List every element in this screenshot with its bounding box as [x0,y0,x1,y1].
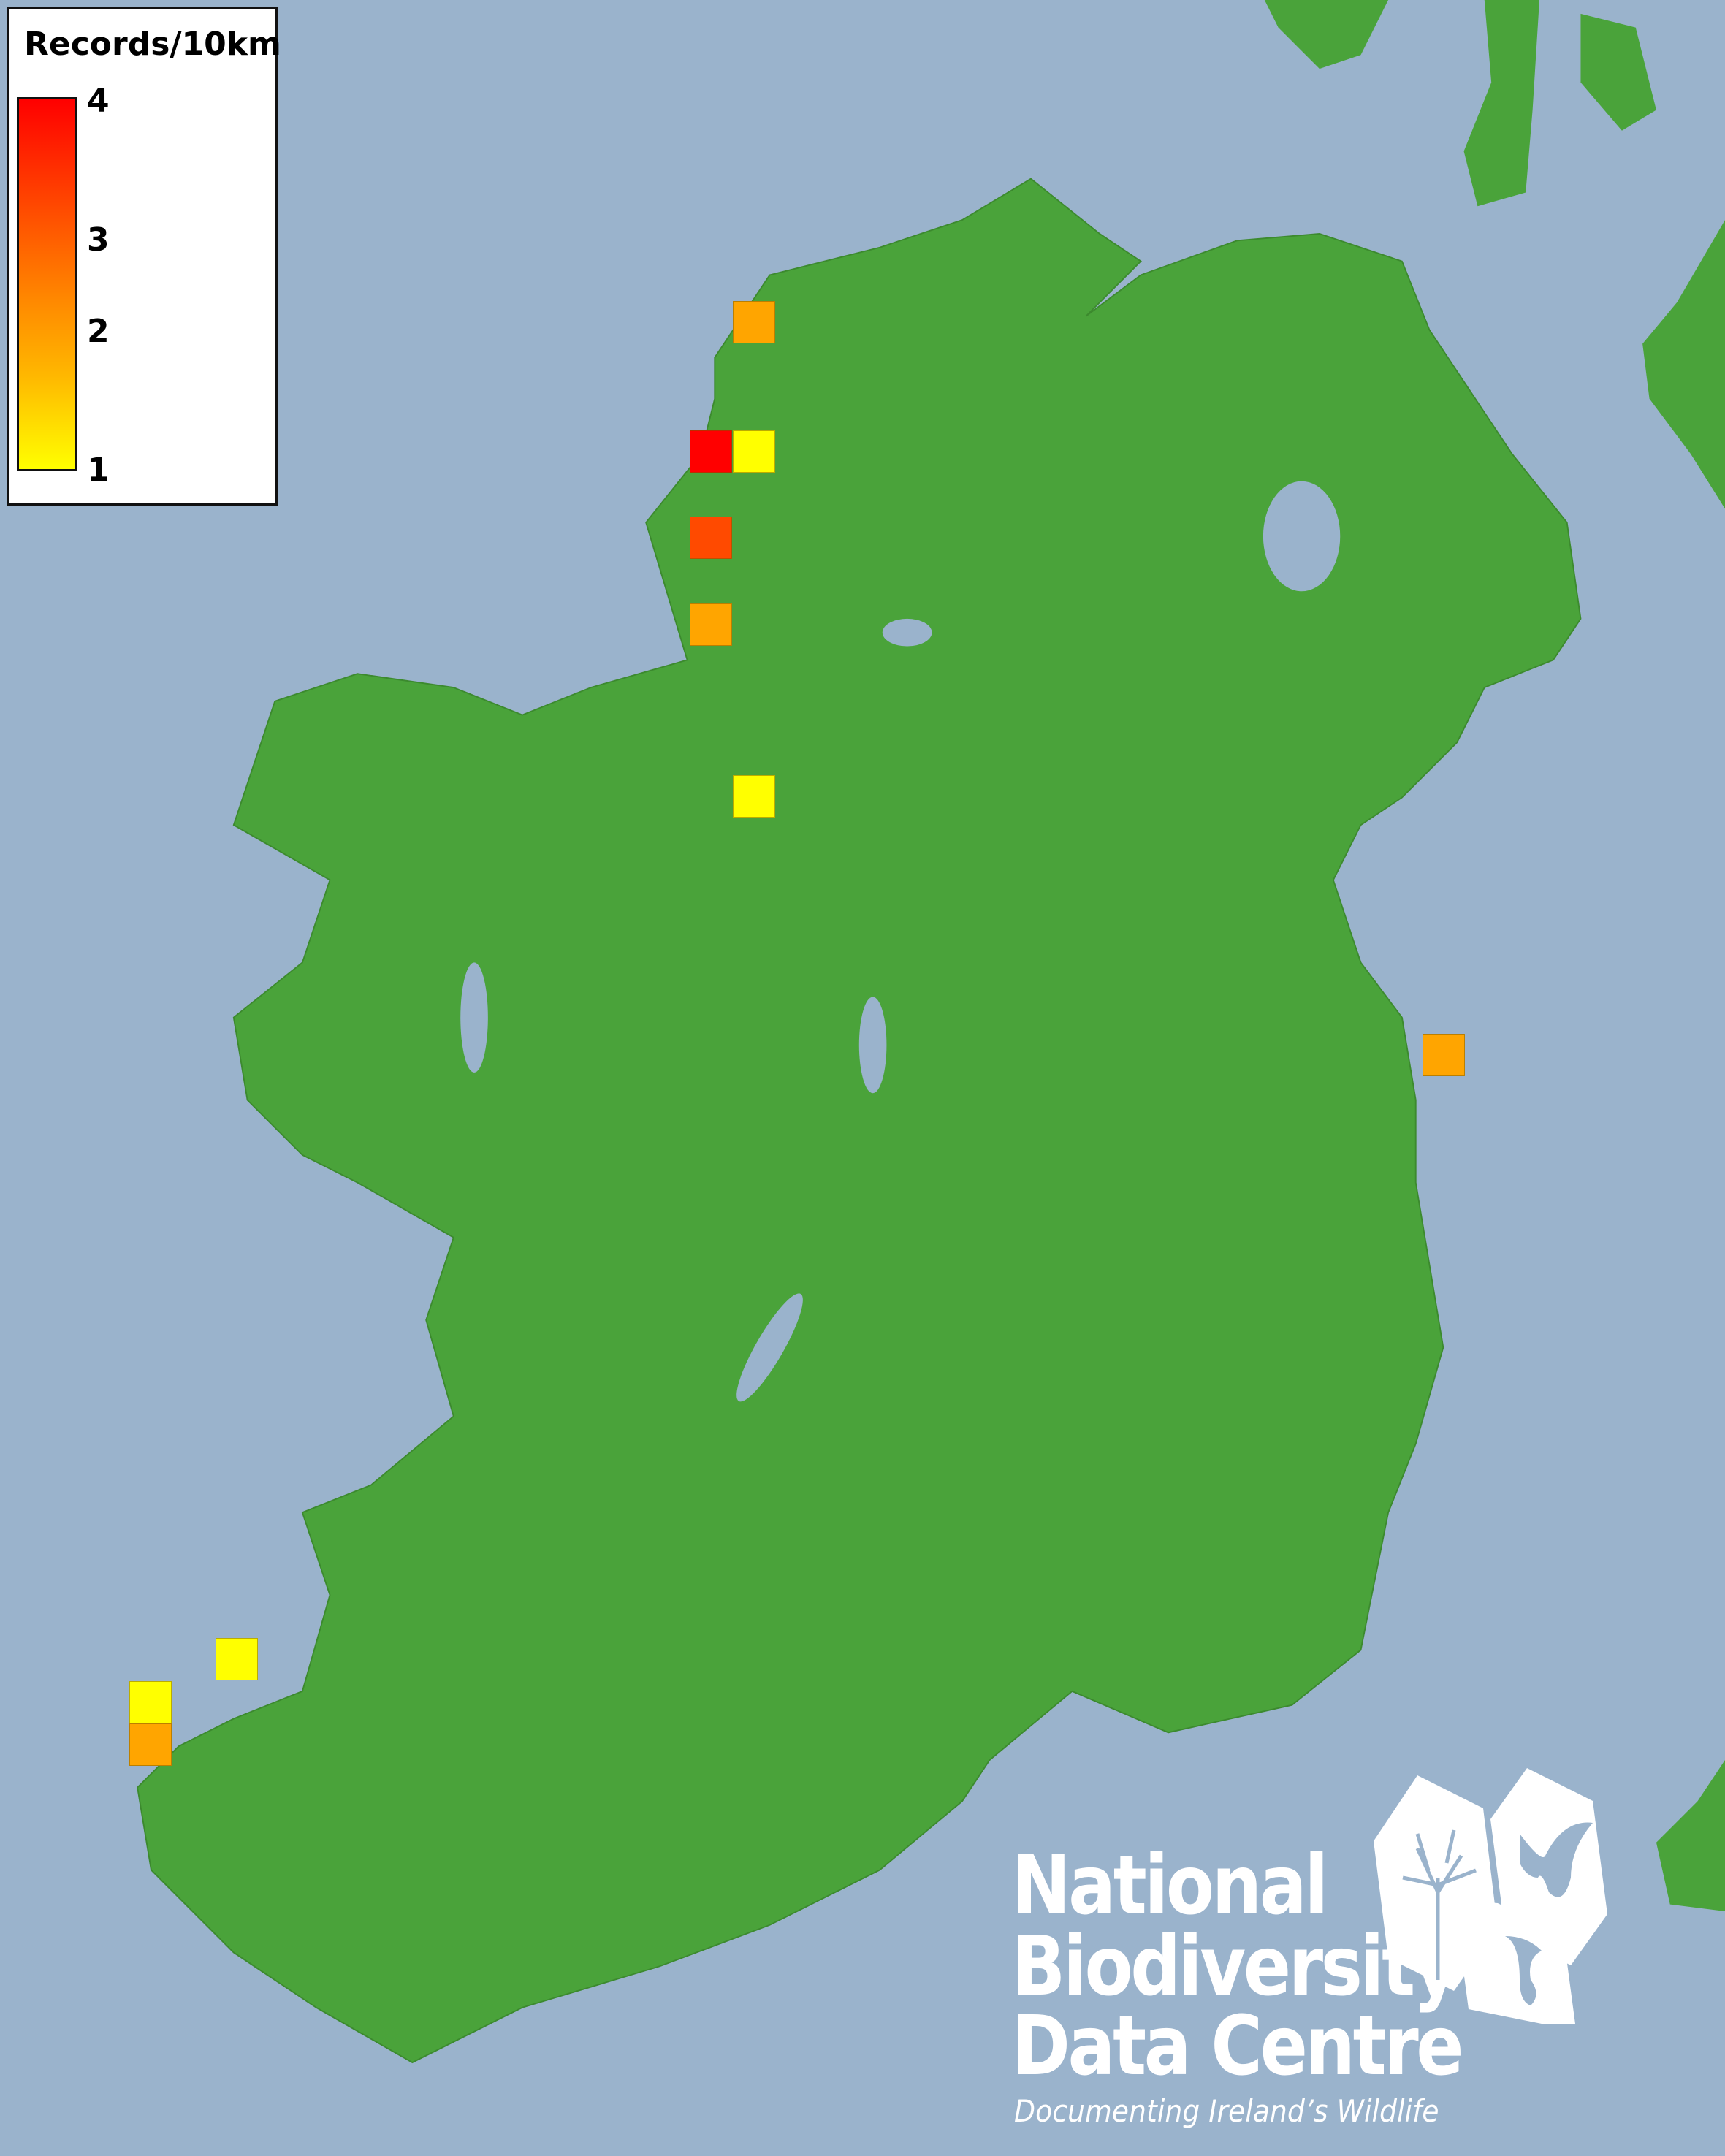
record-square [129,1723,172,1766]
record-square [733,430,775,473]
record-square [1423,1034,1465,1076]
record-square [216,1638,258,1680]
lough-derg [736,1293,803,1402]
legend-colorbar [17,97,77,471]
lough-corrib [460,962,488,1073]
lough-erne [882,618,932,647]
scotland-island [1580,13,1656,131]
legend-tick-3: 3 [87,221,110,259]
legend: Records/10km 4 3 2 1 [7,7,281,506]
legend-tick-4: 4 [87,83,110,120]
logo-tagline: Documenting Ireland’s Wildlife [1014,2093,1439,2129]
lough-ree [858,997,887,1094]
logo-line-biodiversity: Biodiversity [1012,1919,1459,2014]
seahorse-hexagon-icon [1454,1900,1575,2024]
scotland-island [1463,0,1540,207]
logo-line-national: National [1012,1838,1328,1933]
record-square [733,301,775,343]
legend-tick-2: 2 [87,313,110,350]
scotland-island [1264,0,1389,69]
wales-coast [1656,1759,1725,1912]
legend-tick-1: 1 [87,452,110,489]
record-square [733,775,775,818]
record-square [690,517,732,559]
logo-line-data-centre: Data Centre [1012,1999,1464,2094]
ireland-landmass [137,178,1582,2064]
record-square [129,1681,172,1723]
lough-neagh [1263,481,1341,592]
logo-hexagon-icons [1374,1768,1607,2024]
scotland-mainland [1642,220,1725,509]
legend-title: Records/10km [24,26,281,63]
record-square [690,430,732,473]
record-square [690,603,732,646]
